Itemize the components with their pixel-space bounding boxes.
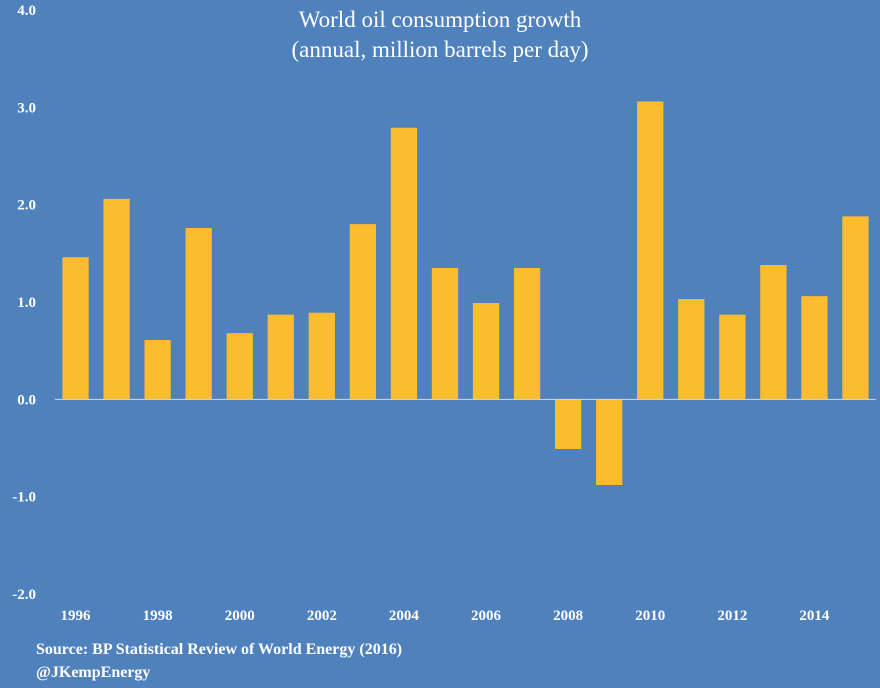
bar-2005	[431, 267, 459, 400]
bar-2009	[596, 399, 623, 485]
bar-2006	[472, 302, 500, 400]
x-tick-label: 2012	[717, 608, 747, 624]
bar-2001	[267, 314, 294, 400]
bar-2013	[760, 265, 787, 400]
x-tick-label: 2008	[553, 608, 583, 624]
bar-2002	[308, 312, 335, 400]
y-tick-label: 0.0	[17, 392, 36, 408]
bar-2010	[637, 101, 664, 400]
y-tick-label: -2.0	[12, 587, 36, 603]
y-tick-label: -1.0	[12, 490, 36, 506]
y-tick-label: 1.0	[17, 295, 36, 311]
bars	[62, 101, 869, 485]
x-tick-label: 1998	[143, 608, 173, 624]
bar-2015	[842, 216, 869, 400]
author-handle: @JKempEnergy	[36, 664, 151, 681]
x-tick-label: 2004	[389, 608, 420, 624]
bar-1997	[103, 198, 130, 400]
bar-2004	[390, 127, 418, 400]
y-tick-label: 4.0	[17, 3, 36, 19]
chart-subtitle: (annual, million barrels per day)	[292, 37, 589, 62]
bar-1999	[185, 228, 212, 400]
bar-2008	[554, 399, 582, 449]
x-tick-label: 1996	[61, 608, 92, 624]
x-tick-label: 2010	[635, 608, 665, 624]
x-axis-ticks: 1996 1998 2000 2002 2004 2006 2008 2010 2012 2014	[61, 608, 830, 624]
y-tick-label: 2.0	[17, 198, 36, 214]
y-tick-label: 3.0	[17, 100, 36, 116]
x-tick-label: 2006	[471, 608, 502, 624]
bar-2003	[349, 224, 377, 400]
x-tick-label: 2014	[799, 608, 830, 624]
bar-2007	[513, 267, 541, 400]
bar-2012	[719, 314, 746, 400]
x-tick-label: 2000	[225, 608, 255, 624]
bar-1998	[144, 339, 171, 400]
x-tick-label: 2002	[307, 608, 337, 624]
bar-1996	[62, 257, 89, 400]
bar-2014	[801, 296, 828, 400]
y-axis-ticks: 4.0 3.0 2.0 1.0 0.0 -1.0 -2.0	[12, 3, 36, 603]
bar-2000	[226, 333, 253, 400]
source-note: Source: BP Statistical Review of World E…	[36, 641, 403, 658]
bar-2011	[678, 299, 705, 400]
chart-title: World oil consumption growth	[299, 7, 582, 32]
